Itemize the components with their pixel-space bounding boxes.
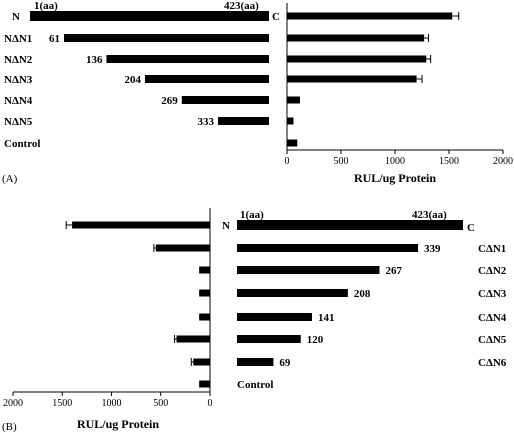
b-construct-name: CΔN2 (478, 265, 507, 277)
a-construct-bar (63, 34, 269, 42)
b-construct-bar (237, 335, 301, 343)
b-x-tick-label: 1000 (102, 398, 122, 409)
a-construct-bar (181, 96, 269, 104)
b-x-tick-label: 1500 (52, 398, 72, 409)
b-construct-name: Control (237, 379, 273, 391)
a-activity-bar (287, 12, 453, 20)
b-activity-bar (199, 266, 210, 274)
b-construct-end-label: 120 (307, 334, 324, 346)
a-activity-bar (287, 75, 417, 83)
b-construct-bar (237, 289, 348, 297)
a-n-terminus-label: N (12, 11, 20, 23)
b-construct-name: CΔN5 (478, 334, 507, 346)
a-construct-bar (106, 55, 270, 63)
a-construct-name: NΔN3 (4, 74, 33, 86)
b-activity-bar (72, 221, 210, 229)
b-construct-end-label: 267 (385, 265, 402, 277)
b-x-axis-label: RUL/ug Protein (77, 417, 159, 431)
b-activity-bar (199, 289, 210, 297)
a-activity-bar (287, 117, 294, 125)
b-construct-bar (237, 220, 463, 230)
panel-b-label: (B) (2, 421, 17, 432)
a-construct-start-label: 61 (49, 33, 60, 45)
b-activity-bar (193, 358, 210, 366)
b-construct-end-label: 141 (318, 312, 335, 324)
a-c-terminus-label: C (272, 11, 280, 23)
a-construct-bar (144, 75, 269, 83)
b-construct-bar (237, 266, 380, 274)
a-construct-bar (30, 11, 269, 21)
a-x-tick-label: 1000 (385, 156, 405, 167)
b-activity-bar (155, 244, 210, 252)
a-activity-bar (287, 96, 300, 104)
a-construct-start-label: 136 (86, 54, 103, 66)
a-activity-bar (287, 55, 427, 63)
b-c-terminus-label: C (467, 222, 475, 234)
a-x-tick-label: 500 (334, 156, 349, 167)
a-x-axis-label: RUL/ug Protein (354, 171, 436, 185)
a-construct-name: NΔN4 (4, 95, 33, 107)
panel-b: 2000 1500 1000 500 0 RUL/ug Protein 1(aa) 423(a… (3, 208, 507, 431)
b-activity-bar (199, 380, 210, 388)
a-activity-bar (287, 139, 298, 147)
a-construct-bar (218, 117, 269, 125)
b-activity-bar (176, 335, 210, 343)
b-construct-name: CΔN1 (478, 243, 506, 255)
a-construct-name: NΔN2 (4, 54, 33, 66)
b-construct-end-label: 339 (424, 243, 441, 255)
a-construct-name: NΔN1 (4, 33, 32, 45)
a-construct-start-label: 269 (161, 95, 178, 107)
b-activity-bar (199, 313, 210, 321)
a-construct-start-label: 204 (124, 74, 141, 86)
b-x-tick-label: 0 (208, 398, 213, 409)
a-x-tick-label: 2000 (493, 156, 513, 167)
b-start-aa-label: 1(aa) (240, 209, 264, 221)
a-end-aa-label: 423(aa) (224, 0, 259, 12)
b-x-tick-label: 500 (153, 398, 168, 409)
b-construct-end-label: 208 (354, 288, 371, 300)
b-x-tick-label: 2000 (3, 398, 23, 409)
panel-a: 1(aa) 423(aa) N C NΔN1 61 NΔN2 136 NΔN3 204 NΔN4 26… (4, 0, 513, 185)
b-construct-name: CΔN3 (478, 288, 507, 300)
a-start-aa-label: 1(aa) (34, 0, 58, 12)
b-construct-end-label: 69 (279, 357, 291, 369)
a-x-tick-label: 0 (285, 156, 290, 167)
a-construct-name: Control (4, 138, 40, 150)
b-construct-bar (237, 358, 274, 366)
a-activity-bar (287, 34, 425, 42)
a-construct-start-label: 333 (198, 116, 215, 128)
b-end-aa-label: 423(aa) (412, 209, 447, 221)
b-construct-bar (237, 313, 312, 321)
b-n-terminus-label: N (222, 220, 230, 232)
panel-a-label: (A) (2, 173, 18, 185)
b-construct-name: CΔN6 (478, 357, 507, 369)
a-construct-name: NΔN5 (4, 116, 33, 128)
a-x-tick-label: 1500 (439, 156, 459, 167)
b-construct-name: CΔN4 (478, 312, 507, 324)
b-construct-bar (237, 244, 419, 252)
